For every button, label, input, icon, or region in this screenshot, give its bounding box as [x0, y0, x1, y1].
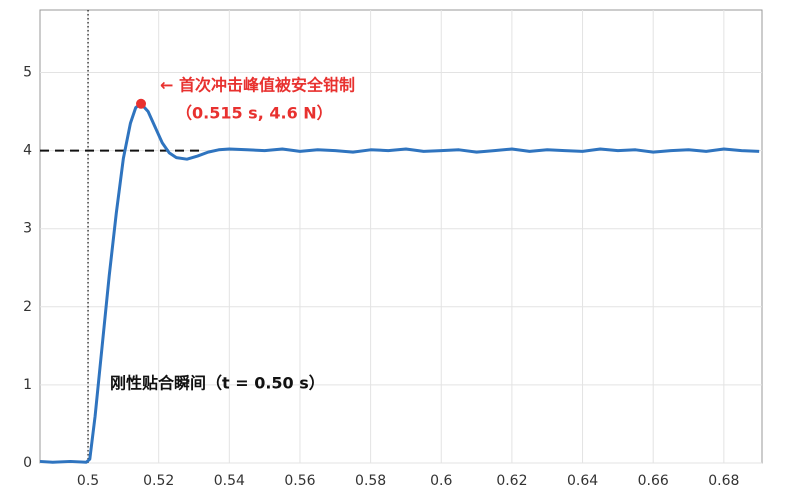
x-tick-label: 0.62 — [496, 473, 527, 489]
y-tick-label: 2 — [23, 299, 32, 315]
y-tick-label: 1 — [23, 377, 32, 393]
x-tick-label: 0.66 — [638, 473, 669, 489]
peak-marker — [136, 98, 147, 109]
x-tick-label: 0.54 — [214, 473, 245, 489]
x-tick-label: 0.64 — [567, 473, 598, 489]
annotation: ← 首次冲击峰值被安全钳制 — [160, 76, 355, 95]
x-tick-label: 0.68 — [708, 473, 739, 489]
data-line — [39, 102, 760, 464]
y-tick-label: 3 — [23, 221, 32, 237]
y-tick-label: 0 — [23, 455, 32, 471]
annotation: 刚性贴合瞬间（t = 0.50 s） — [110, 374, 325, 393]
y-tick-label: 4 — [23, 143, 32, 159]
x-tick-label: 0.52 — [143, 473, 174, 489]
annotation: （0.515 s, 4.6 N） — [176, 104, 333, 123]
y-tick-label: 5 — [23, 64, 32, 80]
x-tick-label: 0.58 — [355, 473, 386, 489]
x-tick-label: 0.5 — [77, 473, 99, 489]
x-tick-label: 0.56 — [284, 473, 315, 489]
x-tick-label: 0.6 — [430, 473, 452, 489]
